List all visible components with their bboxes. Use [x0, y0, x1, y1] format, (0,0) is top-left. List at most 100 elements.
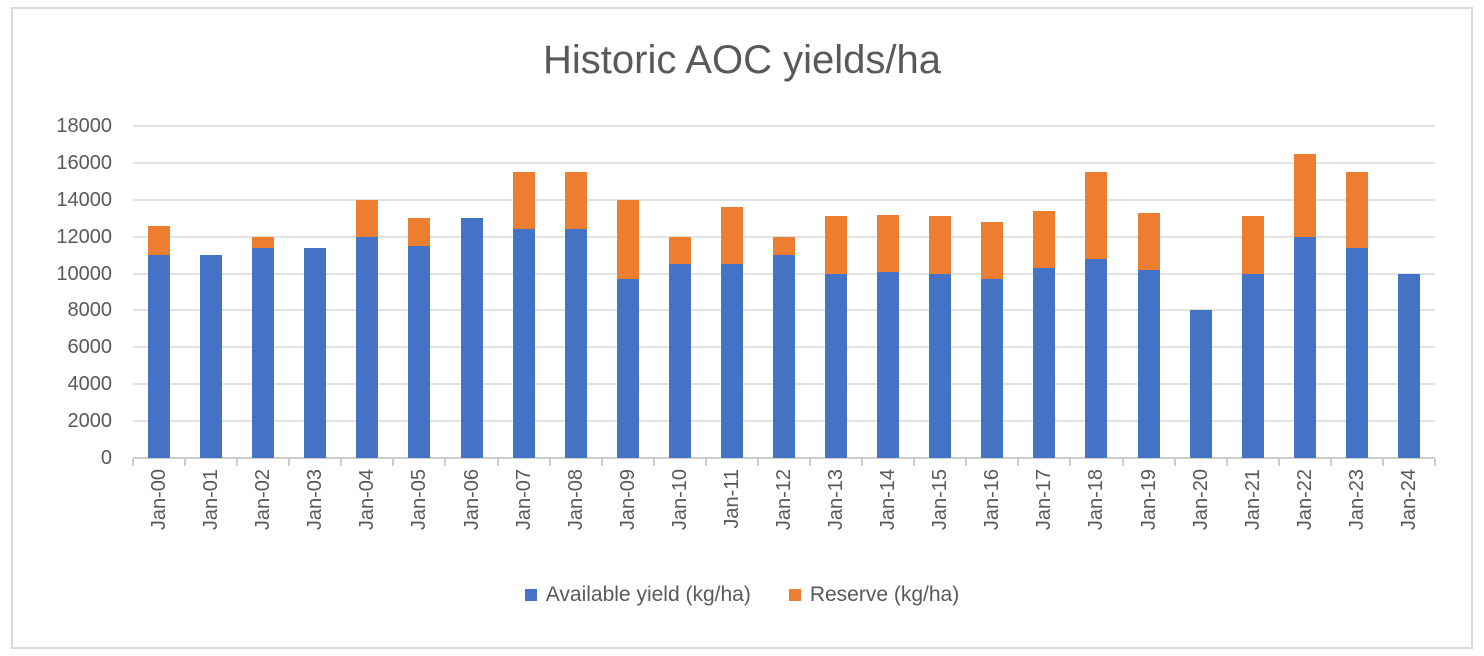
x-axis-label: Jan-17 — [1033, 469, 1056, 531]
bar-segment-available — [668, 264, 691, 458]
gridline — [133, 161, 1435, 164]
x-axis-label: Jan-02 — [252, 469, 275, 531]
x-axis-label: Jan-24 — [1397, 469, 1420, 531]
x-axis-tick — [236, 459, 239, 466]
y-axis-tick-label: 12000 — [56, 225, 112, 248]
x-axis-tick — [1329, 459, 1332, 466]
x-axis-tick — [1277, 459, 1280, 466]
x-axis-label: Jan-07 — [512, 469, 535, 531]
gridline — [133, 125, 1435, 127]
bar-segment-available — [773, 255, 795, 458]
gridline — [133, 198, 1435, 201]
x-axis-label: Jan-13 — [825, 469, 848, 531]
x-axis-label: Jan-22 — [1293, 469, 1316, 531]
bar-segment-reserve — [1345, 172, 1368, 248]
legend-swatch-available — [524, 589, 537, 601]
x-axis-label: Jan-01 — [200, 469, 223, 531]
x-axis-label: Jan-06 — [460, 469, 483, 531]
bar-segment-reserve — [1033, 210, 1056, 269]
legend-label-reserve: Reserve (kg/ha) — [809, 583, 960, 606]
x-axis-tick — [288, 459, 291, 466]
x-axis-tick — [548, 459, 551, 466]
x-axis-tick — [965, 459, 968, 466]
bar-segment-available — [460, 218, 483, 458]
bar-segment-reserve — [512, 172, 535, 230]
bar-segment-available — [1241, 273, 1264, 458]
bar-segment-available — [512, 229, 535, 458]
bar-segment-reserve — [720, 207, 743, 265]
x-axis-tick — [1173, 459, 1176, 466]
x-axis-tick — [1225, 459, 1228, 466]
x-axis-label: Jan-19 — [1137, 469, 1160, 531]
x-axis-label: Jan-00 — [148, 469, 171, 531]
x-axis-label: Jan-12 — [772, 469, 795, 531]
x-axis-tick — [913, 459, 916, 466]
bar-segment-available — [1293, 236, 1316, 458]
x-axis-label: Jan-20 — [1189, 469, 1212, 531]
bar-segment-reserve — [1241, 216, 1264, 274]
bar-segment-available — [1085, 258, 1108, 458]
x-axis-label: Jan-23 — [1345, 469, 1368, 531]
y-axis-tick-label: 18000 — [56, 115, 112, 137]
x-axis-tick — [809, 459, 812, 466]
x-axis-tick — [861, 459, 864, 466]
legend-item-reserve: Reserve (kg/ha) — [788, 582, 960, 608]
x-axis-label: Jan-09 — [616, 469, 639, 531]
x-axis-tick — [132, 459, 134, 466]
x-axis-label: Jan-05 — [408, 469, 431, 531]
legend-swatch-reserve — [788, 589, 801, 601]
bar-segment-reserve — [616, 199, 639, 280]
y-axis-tick-label: 4000 — [67, 373, 113, 396]
y-axis-tick-label: 10000 — [56, 262, 112, 285]
bar-segment-reserve — [1137, 212, 1160, 270]
y-axis-tick-label: 8000 — [67, 299, 113, 322]
x-axis-tick — [444, 459, 447, 466]
bar-segment-available — [929, 273, 952, 458]
bar-segment-available — [304, 247, 327, 458]
x-axis-tick — [392, 459, 395, 466]
bar-segment-available — [981, 279, 1004, 458]
x-axis-tick — [600, 459, 603, 466]
x-axis-tick — [1017, 459, 1020, 466]
x-axis-label: Jan-14 — [877, 469, 900, 531]
chart-title: Historic AOC yields/ha — [543, 38, 941, 82]
bar-segment-available — [877, 271, 900, 458]
x-axis-label: Jan-03 — [304, 469, 327, 531]
bar-segment-reserve — [356, 199, 379, 237]
y-axis-tick-label: 0 — [100, 447, 112, 469]
bar-segment-reserve — [825, 216, 848, 274]
bar-segment-available — [564, 229, 587, 458]
bar-segment-available — [356, 236, 379, 458]
y-axis-tick-label: 6000 — [67, 336, 113, 359]
bar-segment-available — [408, 245, 431, 458]
bar-segment-available — [720, 264, 743, 458]
bar-segment-reserve — [877, 214, 900, 272]
x-axis-tick — [756, 459, 759, 466]
x-axis-label: Jan-21 — [1241, 469, 1264, 531]
bar-segment-available — [148, 255, 171, 458]
x-axis-line — [133, 457, 1435, 459]
bar-segment-reserve — [564, 172, 587, 230]
x-axis-tick — [1069, 459, 1072, 466]
x-axis-tick — [340, 459, 343, 466]
x-axis-label: Jan-11 — [720, 469, 743, 529]
bar-segment-available — [1189, 310, 1212, 458]
bar-segment-reserve — [981, 221, 1004, 280]
bar-segment-reserve — [408, 218, 431, 246]
x-axis-tick — [1121, 459, 1124, 466]
bar-segment-reserve — [929, 216, 952, 274]
bar-segment-reserve — [252, 236, 275, 248]
y-axis-tick-label: 14000 — [56, 188, 112, 211]
bar-segment-reserve — [773, 236, 795, 256]
x-axis-tick — [496, 459, 499, 466]
y-axis-tick-label: 2000 — [67, 410, 113, 433]
bar-segment-available — [1137, 269, 1160, 458]
y-axis-tick-label: 16000 — [56, 151, 112, 174]
x-axis-tick — [184, 459, 187, 466]
x-axis-tick — [704, 459, 707, 466]
legend-label-available: Available yield (kg/ha) — [545, 583, 751, 606]
x-axis-label: Jan-15 — [929, 469, 952, 531]
bar-segment-available — [200, 255, 223, 458]
x-axis-label: Jan-08 — [564, 469, 587, 531]
